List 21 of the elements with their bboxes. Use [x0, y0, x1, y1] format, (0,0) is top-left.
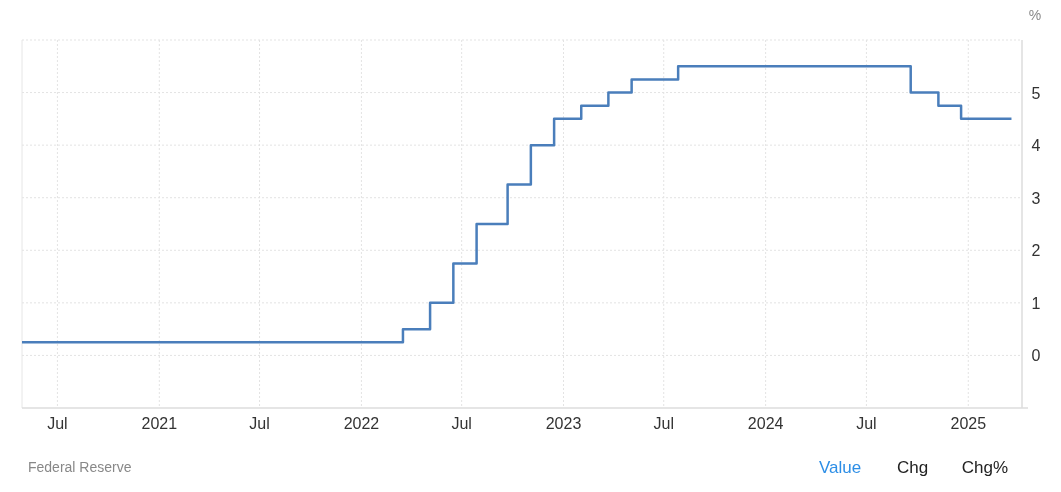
- x-tick-label: 2021: [141, 415, 178, 432]
- x-tick-label: 2023: [545, 415, 582, 432]
- text: Value: [818, 458, 862, 477]
- x-tick-label: Jul: [451, 415, 472, 432]
- x-tick-label: 2022: [343, 415, 380, 432]
- y-tick-label: 2: [1031, 242, 1041, 260]
- y-tick-label: 0: [1031, 347, 1041, 365]
- text: Chg%: [961, 458, 1009, 477]
- y-tick-label: 3: [1031, 189, 1041, 207]
- x-tick-label: Jul: [856, 415, 877, 432]
- x-tick-label: Jul: [249, 415, 270, 432]
- text: Chg: [896, 458, 929, 477]
- x-tick-label: 2025: [950, 415, 987, 432]
- text: Federal Reserve: [28, 459, 132, 475]
- x-tick-label: Jul: [653, 415, 674, 432]
- y-tick-label: 1: [1031, 294, 1041, 312]
- y-tick-label: 4: [1031, 137, 1041, 155]
- y-tick-label: 5: [1031, 84, 1041, 102]
- x-tick-label: 2024: [747, 415, 784, 432]
- y-axis-title: %: [1028, 7, 1042, 23]
- x-tick-label: Jul: [47, 415, 68, 432]
